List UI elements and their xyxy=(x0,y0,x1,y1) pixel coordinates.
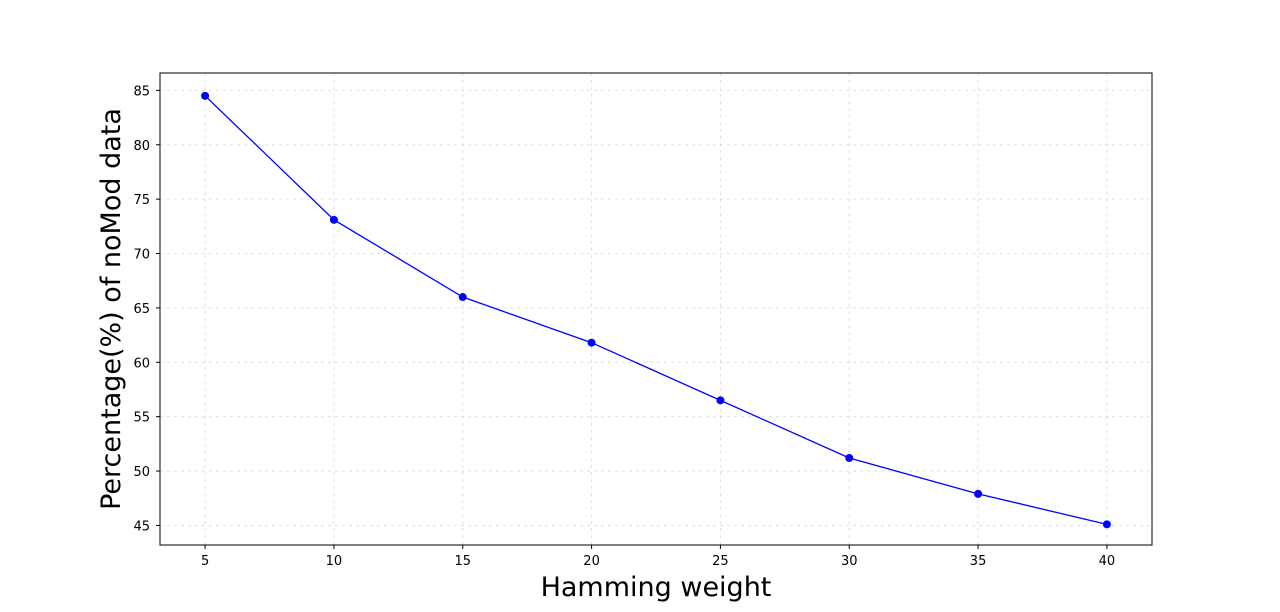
series-line xyxy=(204,95,1108,525)
y-tick-label: 60 xyxy=(133,356,150,371)
x-tick-label: 20 xyxy=(583,554,600,569)
plot-area-frame xyxy=(159,72,1153,546)
data-series xyxy=(201,91,1111,529)
x-tick-label: 5 xyxy=(201,554,209,569)
y-tick-label: 50 xyxy=(133,465,150,480)
y-tick-label: 70 xyxy=(133,248,150,263)
y-tick-label: 75 xyxy=(133,193,150,208)
y-tick-label: 55 xyxy=(133,411,150,426)
data-point xyxy=(201,91,210,100)
data-point xyxy=(587,338,596,347)
data-point xyxy=(845,453,854,462)
grid xyxy=(160,73,1152,545)
x-tick-label: 25 xyxy=(712,554,729,569)
y-tick-label: 65 xyxy=(133,302,150,317)
x-tick-label: 40 xyxy=(1099,554,1116,569)
data-point xyxy=(458,293,467,302)
x-tick-label: 35 xyxy=(970,554,987,569)
x-tick-label: 10 xyxy=(326,554,343,569)
x-tick-label: 15 xyxy=(454,554,471,569)
data-point xyxy=(974,489,983,498)
x-tick-label: 30 xyxy=(841,554,858,569)
data-point xyxy=(716,396,725,405)
axis-ticks: 5 10 15 20 25 30 35 40 45 50 55 60 65 70 75 80 85 xyxy=(133,84,1115,569)
y-tick-label: 85 xyxy=(133,84,150,99)
data-point xyxy=(329,215,338,224)
y-axis-title: Percentage(%) of noMod data xyxy=(96,108,127,510)
x-axis-title: Hamming weight xyxy=(541,572,772,603)
y-tick-label: 80 xyxy=(133,139,150,154)
y-tick-label: 45 xyxy=(133,519,150,534)
data-point xyxy=(1102,520,1111,529)
